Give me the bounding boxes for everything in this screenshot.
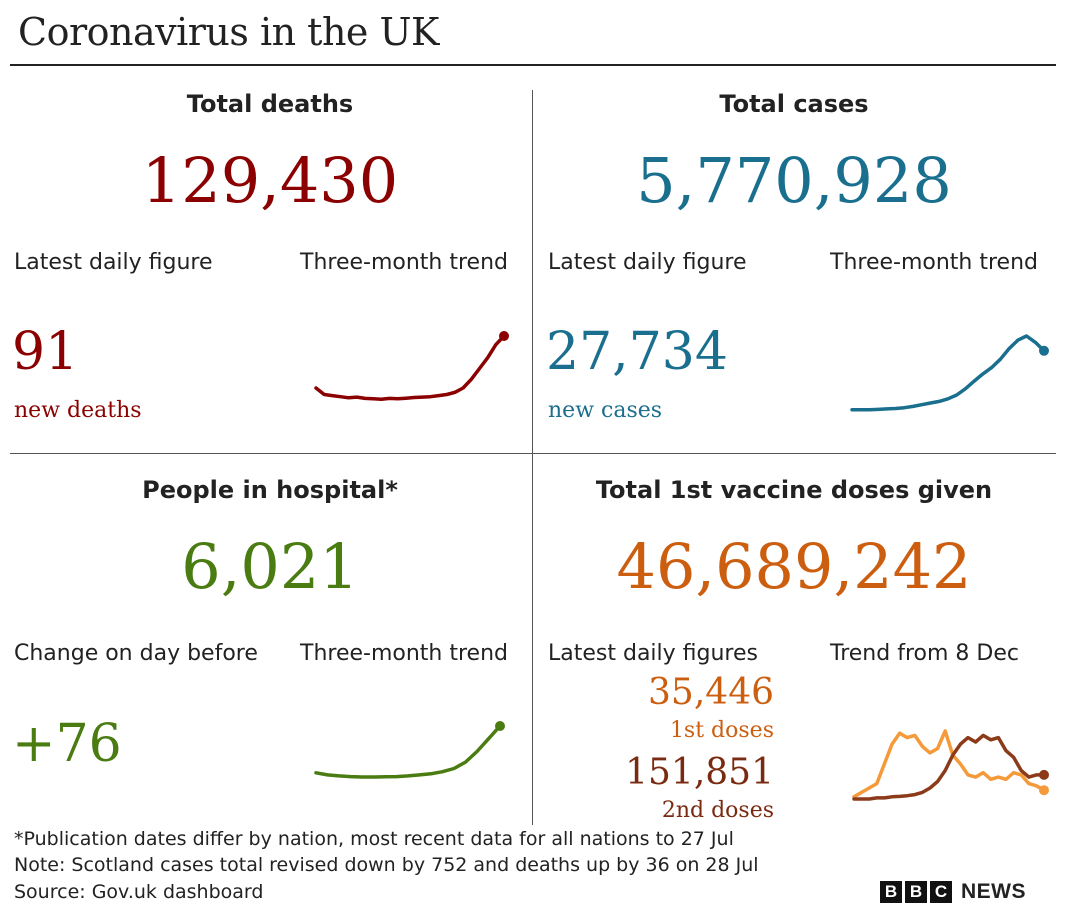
footnote-publication-dates: *Publication dates differ by nation, mos… [14, 828, 734, 850]
hospital-trend-end-point-1 [495, 721, 505, 731]
vaccine-trend-end-point-1 [1039, 785, 1049, 796]
footnote-scotland-revision: Note: Scotland cases total revised down … [14, 854, 759, 876]
footnote-source: Source: Gov.uk dashboard [14, 881, 264, 903]
first-doses-value: 35,446 [648, 672, 774, 713]
first-doses-caption: 1st doses [669, 718, 774, 743]
deaths-daily-value: 91 [12, 322, 79, 382]
vaccine-trend-line-1 [852, 729, 1046, 799]
hospital-trend-chart [314, 721, 505, 779]
hospital-daily-value: +76 [12, 714, 122, 774]
hospital-heading: People in hospital* [142, 476, 398, 504]
deaths-total: 129,430 [141, 144, 399, 217]
deaths-latest-label: Latest daily figure [14, 250, 213, 275]
vertical-divider [532, 90, 533, 825]
cases-trend-end-point-1 [1039, 345, 1049, 356]
vaccine-trend-end-point-2 [1039, 769, 1049, 780]
cases-latest-label: Latest daily figure [548, 250, 747, 275]
second-doses-caption: 2nd doses [661, 798, 774, 823]
hospital-total: 6,021 [181, 530, 359, 603]
hospital-latest-label: Change on day before [14, 641, 258, 666]
deaths-heading: Total deaths [186, 90, 354, 118]
title-rule [10, 64, 1056, 66]
hospital-trend-label: Three-month trend [300, 641, 508, 666]
hospital-trend-line-1 [314, 724, 502, 779]
cases-heading: Total cases [719, 90, 869, 118]
page-title: Coronavirus in the UK [18, 10, 439, 54]
cases-trend-label: Three-month trend [830, 250, 1038, 275]
deaths-trend-chart [314, 331, 509, 402]
deaths-trend-line-1 [314, 334, 506, 402]
vaccine-trend-chart [852, 729, 1049, 801]
vaccine-trend-label: Trend from 8 Dec [830, 641, 1019, 666]
bbc-logo-letter-b1: B [880, 880, 902, 903]
vaccine-latest-label: Latest daily figures [548, 641, 758, 666]
deaths-trend-end-point-1 [499, 331, 509, 341]
deaths-daily-caption: new deaths [14, 398, 142, 423]
bbc-logo-letter-b2: B [905, 880, 927, 903]
vaccine-trend-line-2 [852, 733, 1046, 801]
vaccine-total: 46,689,242 [616, 530, 972, 603]
deaths-trend-label: Three-month trend [300, 250, 508, 275]
cases-daily-value: 27,734 [546, 322, 728, 382]
bbc-logo-letter-c: C [930, 880, 952, 903]
cases-trend-line-1 [850, 334, 1046, 412]
second-doses-value: 151,851 [625, 752, 774, 793]
bbc-news-logo: B B C NEWS [880, 880, 1026, 904]
cases-trend-chart [850, 334, 1049, 412]
cases-daily-caption: new cases [548, 398, 663, 423]
horizontal-divider [10, 453, 1056, 454]
bbc-logo-news: NEWS [961, 880, 1026, 903]
cases-total: 5,770,928 [636, 144, 952, 217]
vaccine-heading: Total 1st vaccine doses given [595, 476, 993, 504]
